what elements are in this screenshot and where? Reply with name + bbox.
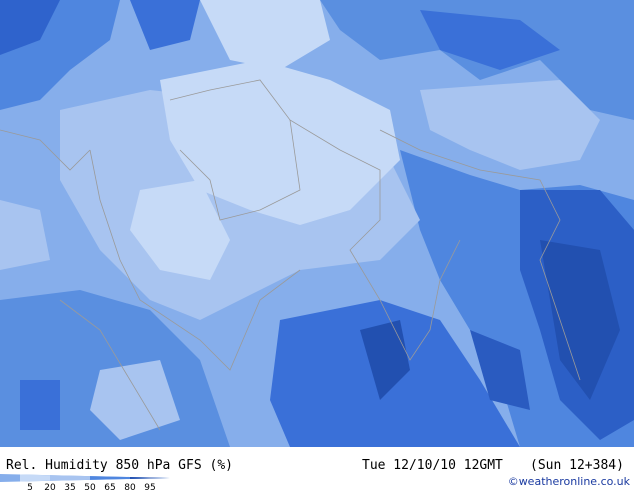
legend-label: 95 [144, 483, 155, 490]
legend-label: 35 [64, 483, 75, 490]
legend-label: 65 [104, 483, 115, 490]
valid-time: Tue 12/10/10 12GMT [362, 458, 503, 473]
legend-label: 20 [44, 483, 56, 490]
legend-label: 80 [124, 483, 136, 490]
map-field [0, 0, 634, 447]
forecast-step: (Sun 12+384) [530, 458, 624, 473]
legend-label: 5 [27, 483, 33, 490]
credit: ©weatheronline.co.uk [508, 475, 631, 488]
map-title: Rel. Humidity 850 hPa GFS (%) [6, 458, 233, 473]
legend-label: 50 [84, 483, 96, 490]
footer: Rel. Humidity 850 hPa GFS (%) Tue 12/10/… [0, 447, 634, 490]
color-legend: 5 20 35 50 65 80 95 [0, 474, 170, 490]
